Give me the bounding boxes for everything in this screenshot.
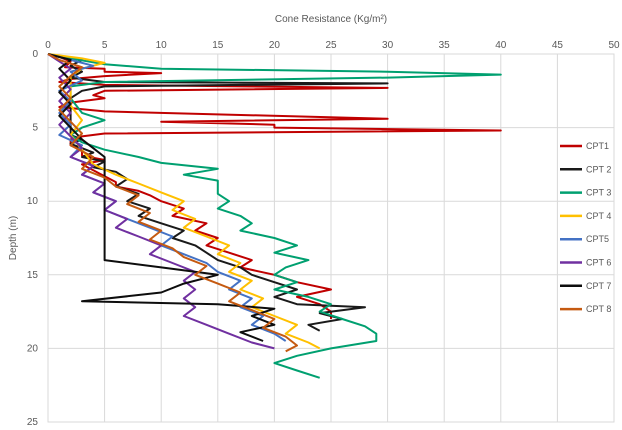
legend: CPT1 CPT 2 CPT 3 CPT 4 CPT5 CPT 6 CPT 7 CPT 8 (560, 141, 611, 314)
x-tick-label: 15 (212, 40, 224, 51)
y-tick-label: 15 (27, 270, 39, 281)
x-axis-ticks: 0 5 10 15 20 25 30 35 40 45 50 (45, 40, 620, 51)
legend-label: CPT 7 (586, 281, 611, 291)
y-axis-title: Depth (m) (8, 216, 19, 260)
x-tick-label: 40 (495, 40, 507, 51)
y-axis-ticks: 0 5 10 15 20 25 (27, 49, 39, 428)
series-line-8 (47, 53, 298, 353)
y-tick-label: 0 (32, 49, 38, 60)
x-tick-label: 5 (102, 40, 108, 51)
y-tick-label: 5 (32, 123, 38, 134)
x-tick-label: 0 (45, 40, 51, 51)
series-line-7 (47, 53, 276, 342)
legend-label: CPT 4 (586, 211, 611, 221)
plot-area-border (47, 53, 615, 423)
legend-label: CPT 8 (586, 304, 611, 314)
legend-label: CPT 2 (586, 164, 611, 174)
x-tick-label: 10 (156, 40, 168, 51)
y-tick-label: 10 (27, 196, 39, 207)
series-lines (47, 53, 502, 379)
series-line-2 (47, 53, 389, 332)
x-axis-title: Cone Resistance (Kg/m²) (275, 14, 387, 25)
series-line-5 (47, 53, 287, 342)
series-line-3 (47, 53, 502, 379)
legend-label: CPT 3 (586, 188, 611, 198)
x-tick-label: 35 (439, 40, 451, 51)
x-tick-label: 30 (382, 40, 394, 51)
x-tick-label: 25 (325, 40, 337, 51)
y-tick-label: 25 (27, 417, 39, 428)
x-tick-label: 45 (552, 40, 564, 51)
x-tick-label: 50 (608, 40, 620, 51)
legend-label: CPT 6 (586, 258, 611, 268)
legend-label: CPT1 (586, 141, 609, 151)
series-line-4 (47, 53, 321, 350)
grid (47, 53, 615, 423)
y-tick-label: 20 (27, 343, 39, 354)
legend-label: CPT5 (586, 234, 609, 244)
x-tick-label: 20 (269, 40, 281, 51)
